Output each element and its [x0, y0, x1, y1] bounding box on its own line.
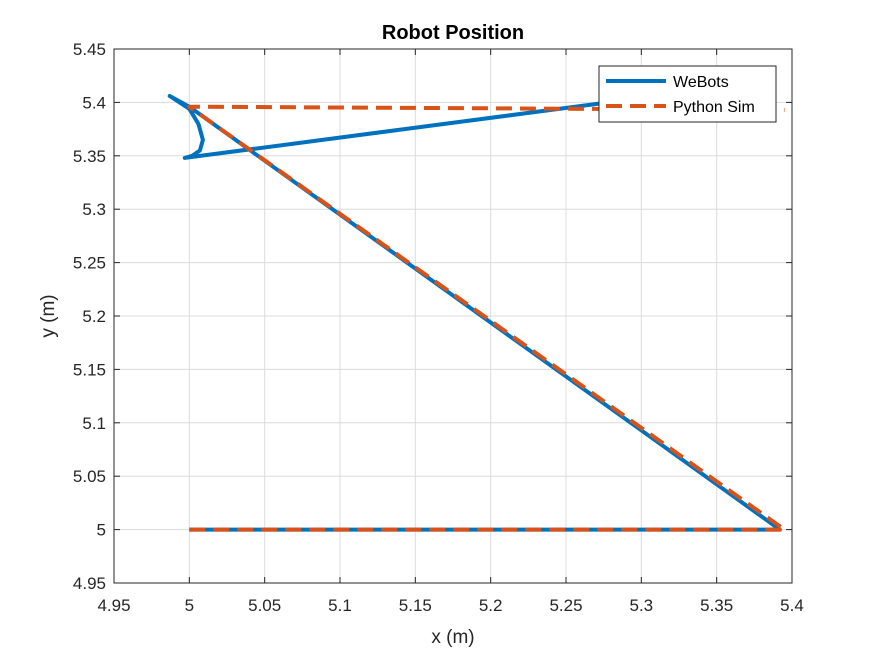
y-tick-label: 5.05 — [73, 467, 106, 486]
series-layer — [167, 94, 787, 532]
x-tick-label: 5.2 — [479, 596, 503, 615]
x-tick-label: 5.05 — [248, 596, 281, 615]
x-tick-label: 5 — [185, 596, 194, 615]
x-tick-label: 5.25 — [549, 596, 582, 615]
y-tick-label: 4.95 — [73, 574, 106, 593]
ticks: 4.95 5 5.05 5.1 5.15 5.2 5.25 5.3 5.35 5.4 4.95 5 5.… — [73, 40, 804, 615]
y-tick-label: 5.25 — [73, 254, 106, 273]
y-tick-label: 5.45 — [73, 40, 106, 59]
y-tick-label: 5 — [97, 521, 106, 540]
chart-title: Robot Position — [382, 22, 524, 44]
legend-label-python-sim: Python Sim — [673, 99, 755, 116]
y-tick-label: 5.2 — [82, 307, 106, 326]
y-tick-label: 5.3 — [82, 200, 106, 219]
series-line-python-sim — [187, 104, 787, 532]
legend-box — [598, 65, 777, 123]
x-tick-label: 5.1 — [328, 596, 352, 615]
x-tick-label: 5.15 — [399, 596, 432, 615]
y-tick-label: 5.15 — [73, 360, 106, 379]
y-tick-label: 5.35 — [73, 147, 106, 166]
x-axis-label: x (m) — [431, 627, 474, 648]
y-axis-label: y (m) — [38, 294, 59, 337]
y-tick-label: 5.1 — [82, 414, 106, 433]
legend-label-webots: WeBots — [673, 74, 729, 91]
legend: WeBots Python Sim — [598, 65, 777, 123]
x-tick-label: 4.95 — [97, 596, 130, 615]
x-tick-label: 5.4 — [780, 596, 804, 615]
x-tick-label: 5.35 — [700, 596, 733, 615]
x-tick-label: 5.3 — [630, 596, 654, 615]
y-tick-label: 5.4 — [82, 93, 106, 112]
